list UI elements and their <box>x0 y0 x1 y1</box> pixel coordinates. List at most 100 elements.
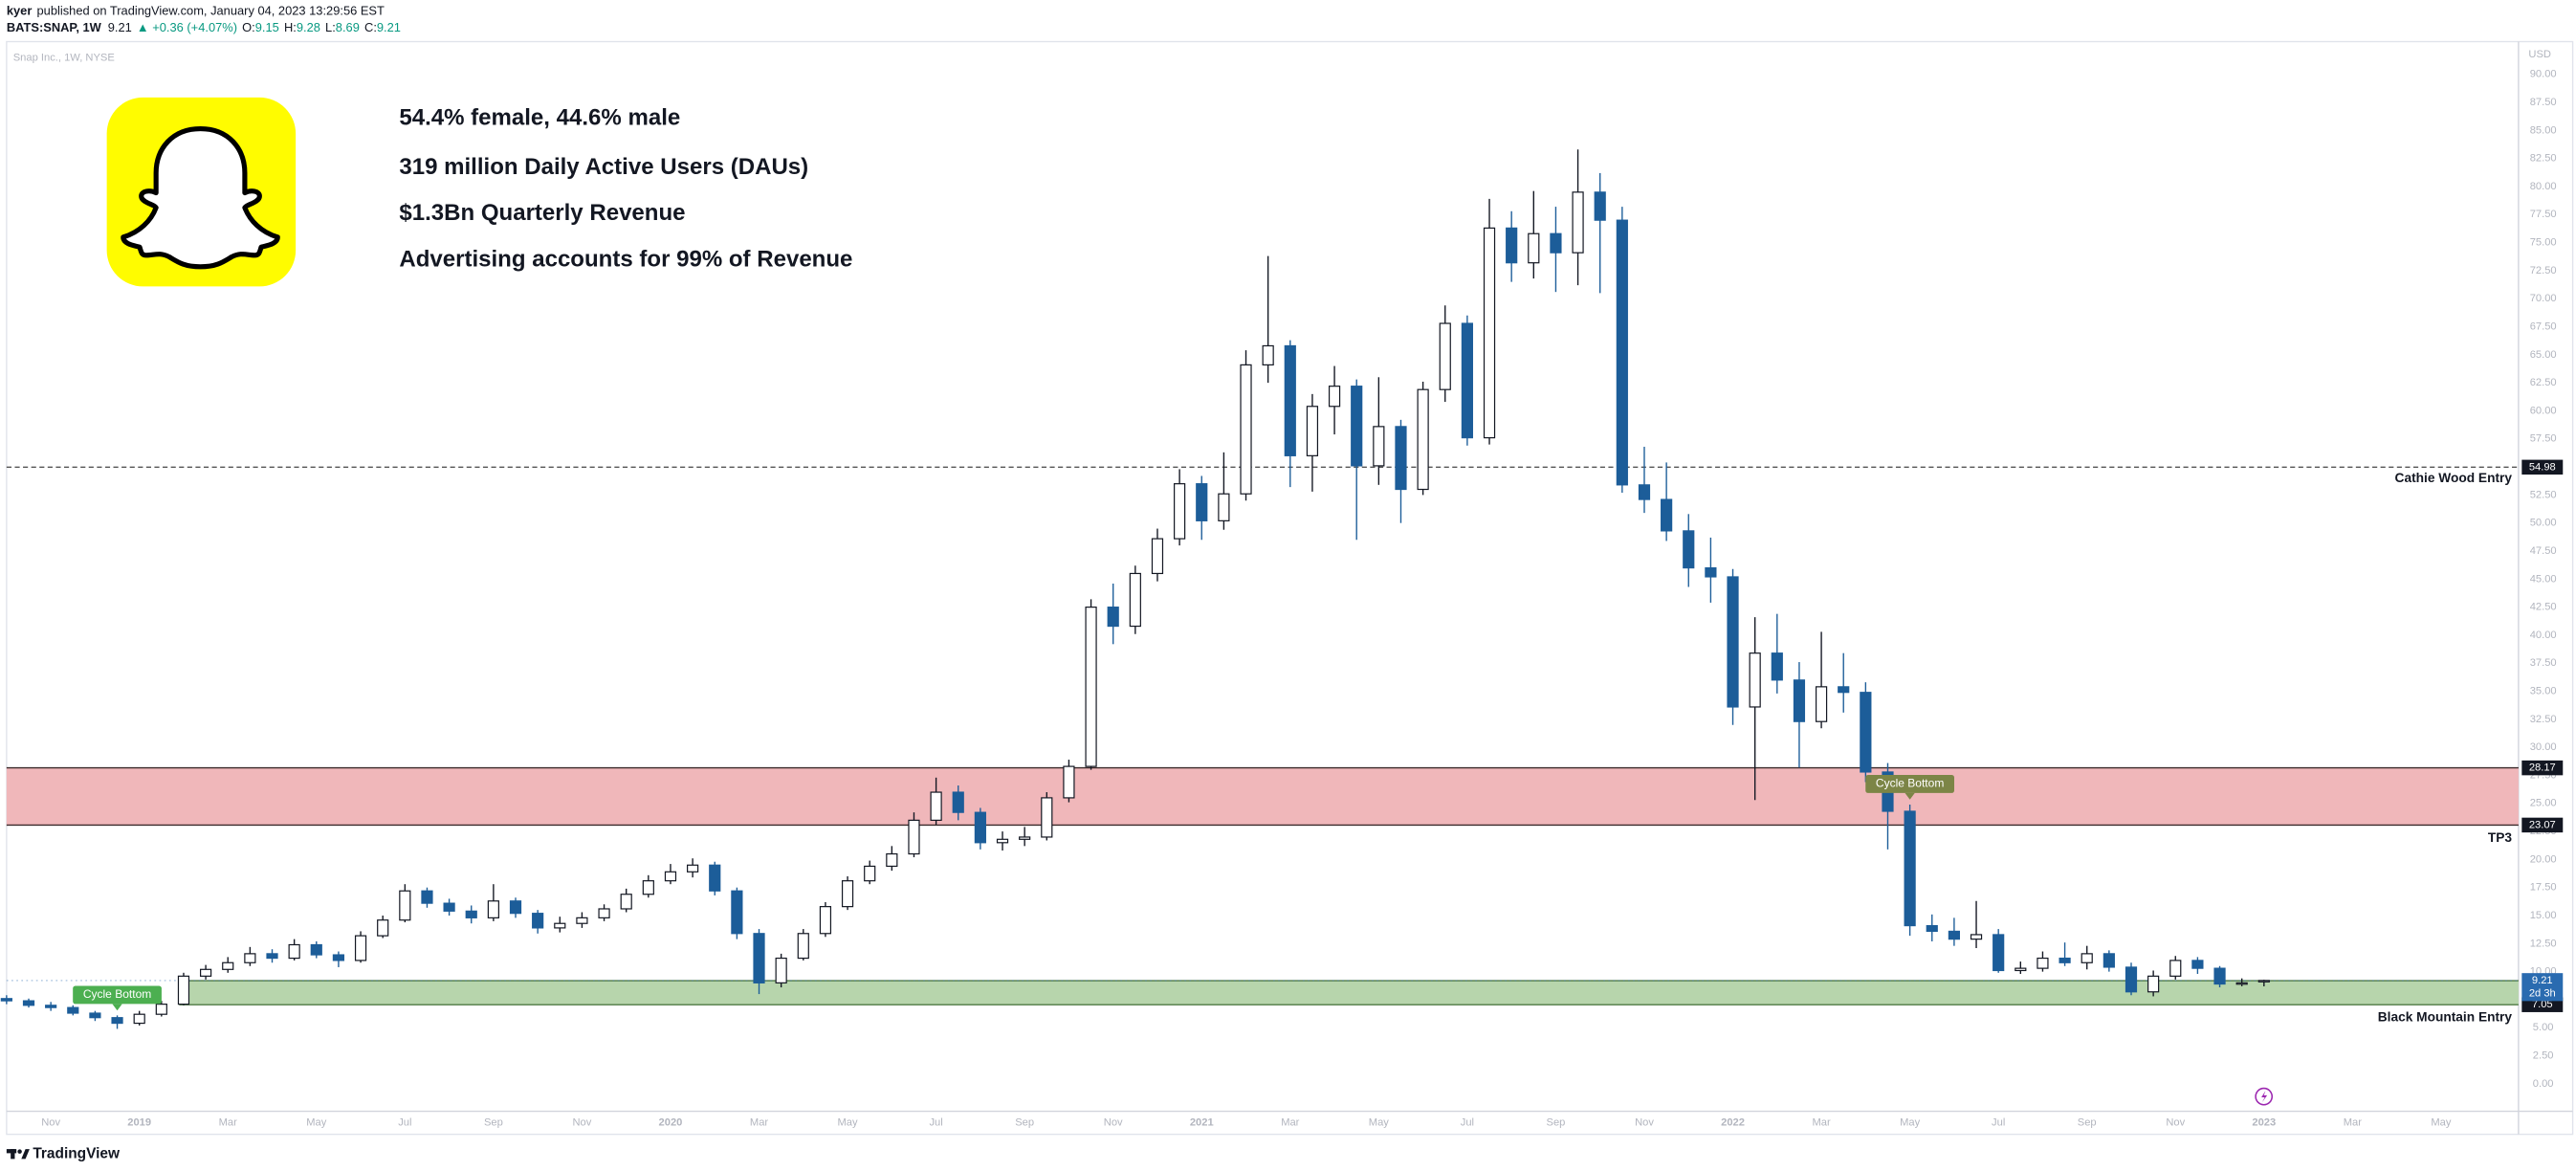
candle-body <box>1395 426 1407 491</box>
x-tick-label: Mar <box>1812 1117 1830 1129</box>
change: ▲ +0.36 (+4.07%) <box>137 20 237 34</box>
x-tick-label: Sep <box>484 1117 503 1129</box>
ohlc-value: 9.21 <box>377 20 401 34</box>
candle-body <box>1085 607 1097 767</box>
y-tick-label: 60.00 <box>2530 405 2557 416</box>
candle-body <box>67 1006 79 1014</box>
marker-box <box>73 985 162 1005</box>
candle-body <box>753 933 765 983</box>
candle-body <box>908 819 920 855</box>
zone-tag: 23.07 <box>2529 819 2556 830</box>
candle-body <box>200 968 212 977</box>
y-tick-label: 5.00 <box>2533 1022 2554 1033</box>
zone-tag-box <box>2521 817 2564 833</box>
candle-body <box>1506 227 1518 264</box>
candle-body <box>45 1005 57 1008</box>
frame <box>6 40 2574 1136</box>
ohlc-value: 9.28 <box>297 20 320 34</box>
candle-body <box>155 1004 167 1015</box>
level-label: Cathie Wood Entry <box>2395 471 2513 485</box>
candle-body <box>2125 966 2138 993</box>
candle-body <box>1815 686 1828 722</box>
x-tick-label: May <box>838 1117 858 1129</box>
level-tag-box <box>2521 459 2564 475</box>
candle-body <box>310 943 322 956</box>
candle-body <box>1948 930 1960 940</box>
candle-body <box>1373 426 1385 467</box>
last: 9.21 <box>108 20 132 34</box>
candle-body <box>2213 967 2226 985</box>
candle-body <box>532 913 544 929</box>
x-tick-label: Sep <box>1015 1117 1034 1129</box>
candle-body <box>1683 530 1695 569</box>
note: 319 million Daily Active Users (DAUs) <box>399 154 808 180</box>
y-tick-label: 90.00 <box>2530 69 2557 80</box>
candle-body <box>1661 498 1673 532</box>
candle-body <box>1439 322 1451 390</box>
zone <box>179 981 2519 1005</box>
candle-body <box>2191 960 2204 969</box>
candle-body <box>487 900 499 918</box>
y-tick-label: 10.00 <box>2530 966 2557 978</box>
y-tick-label: 37.50 <box>2530 657 2557 669</box>
y-tick-label: 72.50 <box>2530 265 2557 276</box>
y-tick-label: 30.00 <box>2530 741 2557 753</box>
marker-label: Cycle Bottom <box>1876 777 1944 790</box>
zone <box>6 767 2519 826</box>
note: 54.4% female, 44.6% male <box>399 105 680 131</box>
y-tick-label: 52.50 <box>2530 489 2557 500</box>
candle-body <box>1483 227 1496 439</box>
x-tick-label: Jul <box>398 1117 411 1129</box>
candle-body <box>133 1013 145 1025</box>
candle-body <box>1860 692 1872 773</box>
y-tick-label: 0.00 <box>2533 1078 2554 1090</box>
icon-circle <box>2255 1087 2274 1106</box>
candle-body <box>509 900 522 915</box>
x-tick-label: 2021 <box>1190 1117 1214 1129</box>
candle-body <box>642 880 654 895</box>
candle-body <box>2257 980 2270 983</box>
zone-label: TP3 <box>2488 830 2513 845</box>
x-tick-label: 2019 <box>127 1117 151 1129</box>
candle-body <box>332 954 345 961</box>
x-tick-label: Nov <box>1104 1117 1123 1129</box>
y-tick-label: 82.50 <box>2530 153 2557 165</box>
candle-body <box>0 998 12 1002</box>
candle-body <box>465 910 477 918</box>
candle-body <box>1461 322 1473 439</box>
x-tick-label: May <box>2431 1117 2451 1129</box>
ghost <box>121 125 280 270</box>
x-tick-label: Nov <box>2166 1117 2185 1129</box>
note: Advertising accounts for 99% of Revenue <box>399 246 852 272</box>
candle-body <box>2147 975 2160 993</box>
candle-body <box>244 953 256 963</box>
candle-body <box>952 791 964 813</box>
candle-body <box>1196 483 1208 521</box>
brand: TradingView <box>6 1145 121 1161</box>
candle-body <box>687 864 699 873</box>
y-tick-label: 70.00 <box>2530 293 2557 304</box>
x-tick-label: Jul <box>929 1117 942 1129</box>
candle-body <box>1993 934 2005 972</box>
candle-body <box>1926 924 1938 933</box>
candle-body <box>2015 967 2027 972</box>
candle-body <box>1793 679 1806 722</box>
candle-body <box>554 922 566 929</box>
ohlc-value: 9.15 <box>255 20 279 34</box>
brand-mark <box>11 1149 15 1160</box>
y-tick-label: 2.50 <box>2533 1050 2554 1062</box>
ohlc-key: O: <box>242 20 255 34</box>
last-price: 9.21 <box>2532 975 2553 986</box>
candle-body <box>266 953 278 960</box>
candle-body <box>1749 652 1761 708</box>
y-tick-label: 17.50 <box>2530 882 2557 894</box>
countdown: 2d 3h <box>2529 988 2556 1000</box>
candle-body <box>22 1000 35 1006</box>
candle-body <box>797 933 809 960</box>
y-tick-label: 32.50 <box>2530 714 2557 725</box>
last-price-box <box>2521 973 2564 1002</box>
symbol-line: BATS:SNAP, 1W 9.21 ▲ +0.36 (+4.07%) O:9.15 H… <box>7 20 401 34</box>
candle-body <box>1174 483 1186 540</box>
